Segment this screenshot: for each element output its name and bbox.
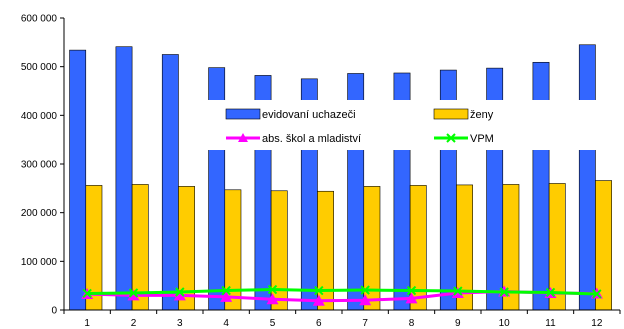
point-vpm-4 xyxy=(221,285,231,296)
point-vpm-6 xyxy=(314,285,324,296)
y-tick-label: 300 000 xyxy=(21,160,58,171)
x-tick-label: 1 xyxy=(84,318,90,329)
point-vpm-9 xyxy=(453,286,463,296)
point-vpm-8 xyxy=(406,285,417,296)
point-abs-skol-7 xyxy=(359,294,372,306)
legend-swatch xyxy=(225,108,261,120)
legend-label: evidovaní uchazeči xyxy=(262,109,356,121)
point-vpm-12 xyxy=(592,289,602,299)
y-tick-label: 500 000 xyxy=(21,62,58,73)
point-vpm-3 xyxy=(175,287,185,297)
x-tick-label: 8 xyxy=(409,318,415,329)
x-tick-label: 2 xyxy=(131,318,137,329)
bar-evidovani-uchazeci-11 xyxy=(532,61,550,311)
point-vpm-5 xyxy=(267,284,278,295)
y-tick-label: 200 000 xyxy=(21,208,58,219)
legend-item-zeny: ženy xyxy=(433,108,494,121)
x-tick-label: 7 xyxy=(362,318,368,329)
legend-label: VPM xyxy=(470,133,494,145)
line-layer xyxy=(81,284,603,306)
x-tick-label: 9 xyxy=(455,318,461,329)
bar-evidovani-uchazeci-3 xyxy=(161,54,179,311)
point-abs-skol-2 xyxy=(127,289,140,301)
bar-zeny-5 xyxy=(270,190,288,311)
bar-layer xyxy=(69,44,612,311)
x-tick-label: 10 xyxy=(499,318,511,329)
bar-evidovani-uchazeci-2 xyxy=(115,46,133,311)
legend-swatch xyxy=(433,108,469,120)
legend-item-vpm: VPM xyxy=(434,133,494,145)
point-abs-skol-5 xyxy=(266,293,279,305)
y-tick-label: 600 000 xyxy=(21,14,58,25)
point-abs-skol-3 xyxy=(173,289,186,301)
legend-item-evidovani-uchazeci: evidovaní uchazeči xyxy=(225,108,356,121)
bar-evidovani-uchazeci-12 xyxy=(578,44,596,311)
point-abs-skol-8 xyxy=(405,292,418,304)
x-tick-label: 6 xyxy=(316,318,322,329)
point-vpm-10 xyxy=(499,287,509,297)
x-tick-label: 5 xyxy=(270,318,276,329)
x-tick-label: 12 xyxy=(591,318,603,329)
point-vpm-1 xyxy=(82,288,92,299)
y-tick-label: 100 000 xyxy=(21,257,58,268)
legend-box xyxy=(208,100,600,150)
point-vpm-2 xyxy=(128,288,139,298)
point-vpm-11 xyxy=(545,287,556,298)
y-tick-label: 0 xyxy=(51,306,57,317)
bar-evidovani-uchazeci-1 xyxy=(69,49,87,311)
legend-label: ženy xyxy=(470,109,494,121)
x-tick-label: 11 xyxy=(545,318,556,329)
legend-marker xyxy=(238,133,248,142)
point-abs-skol-6 xyxy=(312,294,325,306)
y-tick-labels: 0 100 000 200 000 300 000 400 000 500 000 600 … xyxy=(21,14,58,317)
axes xyxy=(60,17,621,314)
x-tick-label: 3 xyxy=(177,318,183,329)
legend-label: abs. škol a mladiství xyxy=(262,133,361,145)
line-vpm xyxy=(87,288,597,296)
point-abs-skol-4 xyxy=(220,290,233,302)
y-tick-label: 400 000 xyxy=(21,111,58,122)
legend-marker xyxy=(446,133,456,143)
legend: evidovaní uchazeči ženy abs. škol a mladis… xyxy=(208,100,600,150)
legend-item-abs-skol: abs. škol a mladiství xyxy=(226,133,361,145)
x-tick-label: 4 xyxy=(223,318,229,329)
point-vpm-7 xyxy=(360,285,370,295)
x-tick-labels: 1 2 3 4 5 6 7 8 9 10 11 12 xyxy=(84,318,602,329)
